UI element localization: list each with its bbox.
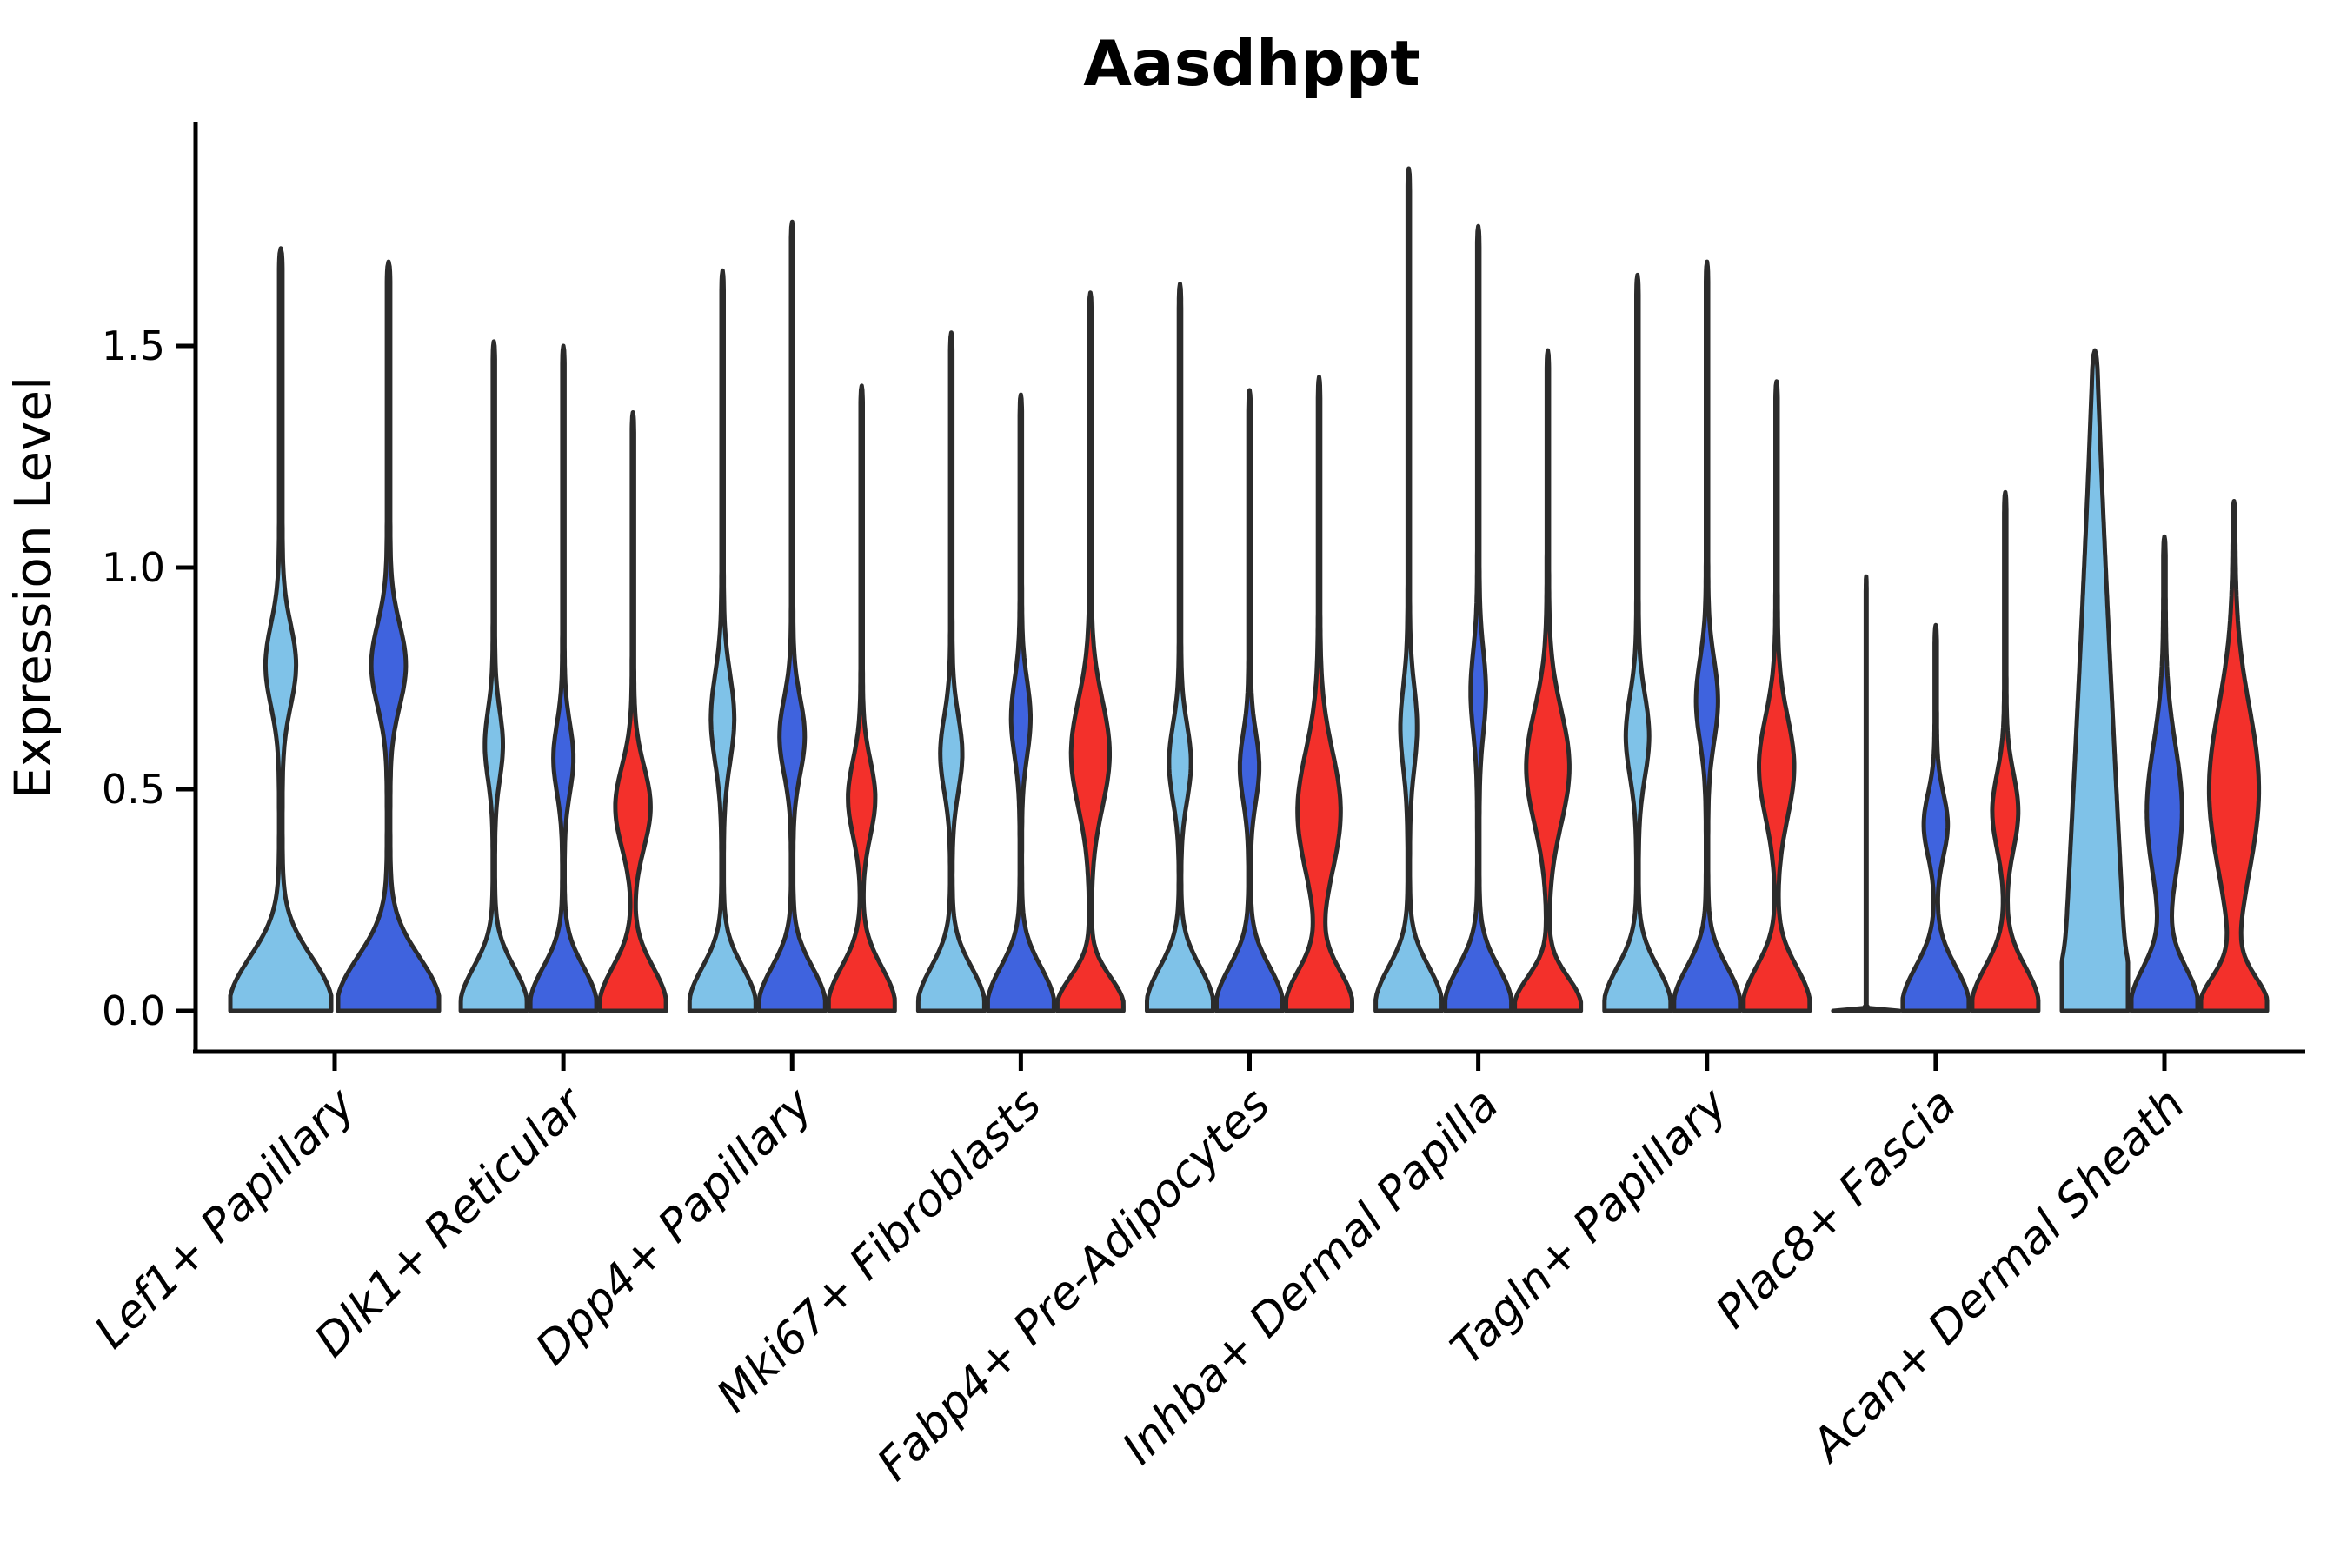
chart-title: Aasdhppt bbox=[1083, 27, 1420, 100]
x-tick-label-fabp4-pre-adipocytes: Fabp4+ Pre-Adipocytes bbox=[868, 1079, 1280, 1492]
violin-plac8-fascia-blue bbox=[1900, 622, 1971, 1013]
y-tick-label-1.0: 1.0 bbox=[102, 544, 165, 591]
violin-inhba-dermal-papilla-light_blue bbox=[1373, 166, 1445, 1013]
x-tick-label-acan-dermal-sheath: Acan+ Dermal Sheath bbox=[1800, 1079, 2195, 1473]
violin-tagln-papillary-light_blue bbox=[1602, 272, 1673, 1013]
violin-plac8-fascia-red bbox=[1970, 489, 2041, 1013]
y-tick-label-0.5: 0.5 bbox=[102, 766, 165, 813]
violin-tagln-papillary-blue bbox=[1672, 259, 1743, 1013]
violin-inhba-dermal-papilla-blue bbox=[1443, 223, 1514, 1013]
violin-dlk1-reticular-red bbox=[597, 410, 668, 1013]
violin-acan-dermal-sheath-blue bbox=[2129, 534, 2200, 1013]
violin-dlk1-reticular-light_blue bbox=[458, 339, 529, 1013]
x-tick-label-plac8-fascia: Plac8+ Fascia bbox=[1706, 1079, 1966, 1339]
violin-dlk1-reticular-blue bbox=[528, 343, 599, 1013]
violin-mki67-fibroblasts-blue bbox=[985, 392, 1056, 1013]
violin-acan-dermal-sheath-light_blue bbox=[2059, 348, 2131, 1013]
violin-lef1-papillary-blue bbox=[336, 259, 442, 1013]
violin-dpp4-papillary-light_blue bbox=[687, 268, 758, 1013]
violin-inhba-dermal-papilla-red bbox=[1513, 348, 1584, 1013]
violin-fabp4-pre-adipocytes-red bbox=[1284, 375, 1354, 1013]
violins-layer bbox=[228, 166, 2270, 1013]
y-tick-label-0.0: 0.0 bbox=[102, 987, 165, 1034]
violin-dpp4-papillary-red bbox=[826, 383, 897, 1013]
y-ticks-layer: 0.0 0.5 1.0 1.5 bbox=[102, 322, 196, 1034]
violin-fabp4-pre-adipocytes-light_blue bbox=[1145, 282, 1215, 1013]
violin-mki67-fibroblasts-red bbox=[1054, 290, 1126, 1013]
y-axis-label: Expression Level bbox=[3, 376, 63, 799]
violin-lef1-papillary-light_blue bbox=[228, 246, 334, 1013]
violin-tagln-papillary-red bbox=[1741, 379, 1812, 1013]
violin-plac8-fascia-light_blue bbox=[1831, 574, 1902, 1013]
y-tick-label-1.5: 1.5 bbox=[102, 322, 165, 369]
violin-mki67-fibroblasts-light_blue bbox=[915, 330, 987, 1013]
violin-acan-dermal-sheath-red bbox=[2198, 499, 2270, 1013]
violin-fabp4-pre-adipocytes-blue bbox=[1214, 388, 1285, 1013]
x-tick-label-inhba-dermal-papilla: Inhba+ Dermal Papilla bbox=[1113, 1079, 1509, 1475]
violin-dpp4-papillary-blue bbox=[756, 219, 828, 1013]
